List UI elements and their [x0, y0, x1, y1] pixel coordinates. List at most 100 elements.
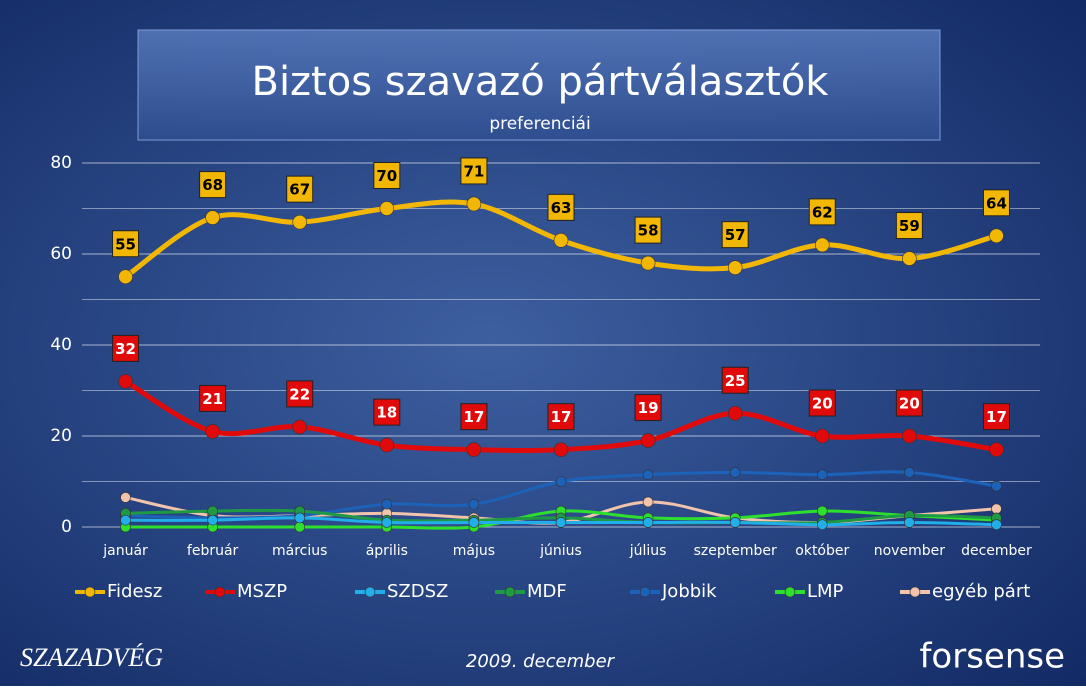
point	[643, 497, 653, 507]
point	[382, 499, 392, 509]
point	[904, 517, 914, 527]
data-label: 20	[812, 395, 833, 413]
data-label: 17	[463, 408, 484, 426]
legend-marker	[785, 587, 795, 597]
y-tick-label: 40	[50, 335, 72, 355]
point	[382, 517, 392, 527]
x-tick-label: július	[629, 543, 667, 559]
point	[293, 215, 307, 229]
legend-label: LMP	[807, 581, 844, 602]
point	[728, 261, 742, 275]
point	[643, 470, 653, 480]
legend-label: MSZP	[237, 581, 287, 602]
x-tick-label: december	[961, 543, 1032, 559]
point	[208, 506, 218, 516]
point	[556, 477, 566, 487]
point	[554, 233, 568, 247]
point	[467, 197, 481, 211]
x-tick-label: április	[366, 543, 408, 559]
legend-marker	[215, 587, 225, 597]
point	[730, 517, 740, 527]
point	[817, 506, 827, 516]
point	[556, 517, 566, 527]
x-tick-label: június	[539, 543, 582, 559]
point	[295, 513, 305, 523]
logo-left: SZAZADVÉG	[20, 643, 163, 672]
y-tick-label: 20	[50, 426, 72, 446]
data-label: 67	[289, 181, 310, 199]
point	[119, 270, 133, 284]
point	[902, 252, 916, 266]
point	[380, 202, 394, 216]
data-label: 18	[376, 404, 397, 422]
chart-title: Biztos szavazó pártválasztók	[252, 59, 830, 105]
point	[467, 443, 481, 457]
data-label: 62	[812, 203, 833, 221]
legend-marker	[85, 587, 95, 597]
point	[641, 434, 655, 448]
point	[121, 515, 131, 525]
legend-marker	[640, 587, 650, 597]
legend-label: egyéb párt	[932, 581, 1030, 602]
legend-label: Jobbik	[661, 581, 717, 602]
data-label: 32	[115, 340, 136, 358]
y-tick-label: 0	[61, 517, 72, 537]
legend-label: MDF	[527, 581, 567, 602]
y-tick-label: 80	[50, 153, 72, 173]
data-label: 21	[202, 390, 223, 408]
point	[989, 443, 1003, 457]
data-label: 17	[986, 408, 1007, 426]
point	[730, 467, 740, 477]
point	[295, 522, 305, 532]
legend-marker	[910, 587, 920, 597]
point	[469, 499, 479, 509]
x-tick-label: november	[874, 543, 945, 559]
point	[554, 443, 568, 457]
point	[119, 374, 133, 388]
data-label: 17	[551, 408, 572, 426]
legend-label: Fidesz	[107, 581, 162, 602]
data-label: 20	[899, 395, 920, 413]
point	[817, 520, 827, 530]
x-tick-label: február	[187, 543, 239, 559]
point	[643, 517, 653, 527]
point	[815, 238, 829, 252]
x-tick-label: október	[795, 543, 849, 559]
point	[991, 520, 1001, 530]
point	[380, 438, 394, 452]
data-label: 55	[115, 235, 136, 253]
x-tick-label: március	[272, 543, 327, 559]
point	[991, 481, 1001, 491]
point	[206, 424, 220, 438]
point	[208, 515, 218, 525]
point	[817, 470, 827, 480]
point	[815, 429, 829, 443]
data-label: 59	[899, 217, 920, 235]
point	[293, 420, 307, 434]
chart-subtitle: preferenciái	[489, 114, 590, 134]
legend-marker	[505, 587, 515, 597]
footer: 2009. december	[466, 651, 616, 672]
point	[904, 467, 914, 477]
point	[991, 504, 1001, 514]
legend-label: SZDSZ	[387, 581, 448, 602]
x-tick-label: január	[102, 543, 148, 559]
data-label: 64	[986, 194, 1007, 212]
chart: Biztos szavazó pártválasztók preferenciá…	[0, 0, 1086, 686]
legend-marker	[365, 587, 375, 597]
point	[728, 406, 742, 420]
data-label: 63	[551, 199, 572, 217]
data-label: 19	[638, 399, 659, 417]
x-tick-label: május	[453, 543, 495, 559]
point	[121, 492, 131, 502]
data-label: 25	[725, 372, 746, 390]
x-tick-label: szeptember	[694, 543, 777, 559]
point	[641, 256, 655, 270]
data-label: 22	[289, 385, 310, 403]
data-label: 68	[202, 176, 223, 194]
point	[989, 229, 1003, 243]
data-label: 70	[376, 167, 397, 185]
point	[902, 429, 916, 443]
y-tick-label: 60	[50, 244, 72, 264]
point	[469, 517, 479, 527]
